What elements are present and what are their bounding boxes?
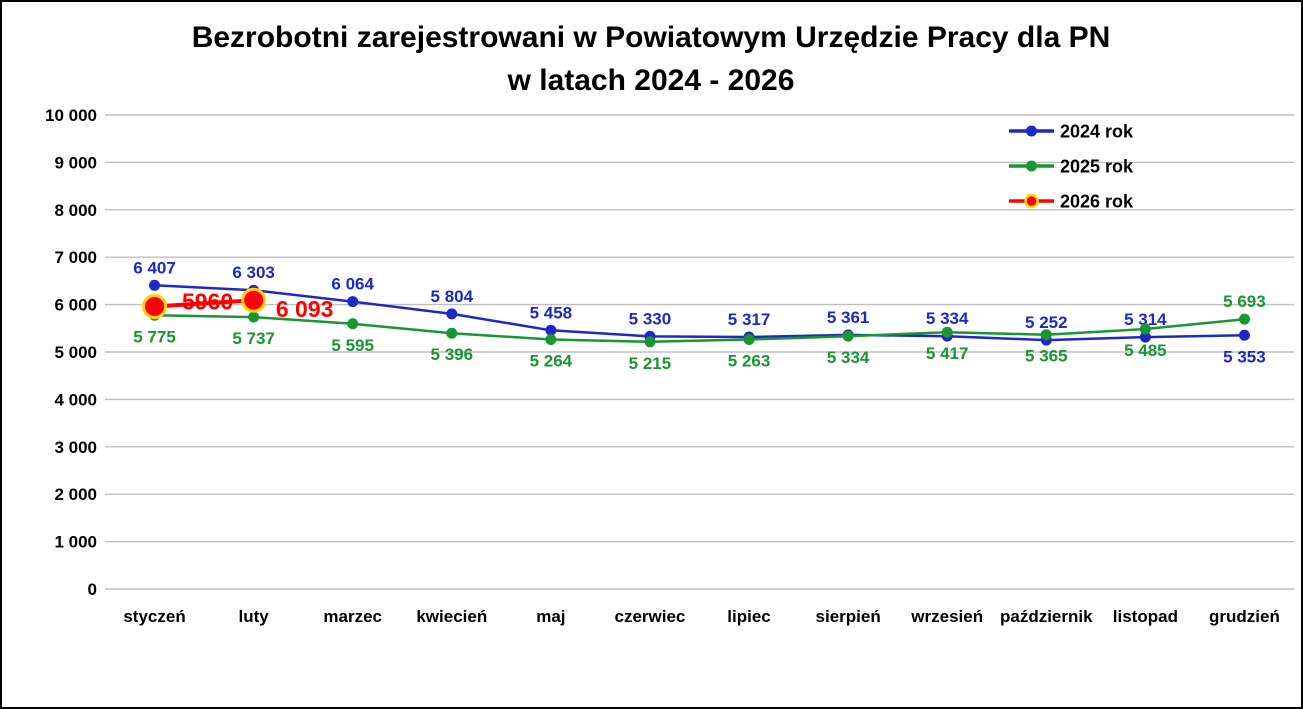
y-tick-label: 3 000 [54, 438, 97, 457]
data-label: 5 252 [1025, 313, 1068, 332]
data-point [446, 308, 458, 320]
x-tick-label: luty [239, 607, 270, 626]
y-tick-label: 4 000 [54, 390, 97, 409]
x-tick-label: sierpień [816, 607, 881, 626]
gridlines [105, 114, 1294, 590]
chart-title-line2: w latach 2024 - 2026 [507, 64, 795, 97]
data-point [446, 327, 458, 339]
y-tick-label: 8 000 [54, 201, 97, 220]
data-point [1139, 323, 1151, 335]
data-point [248, 311, 260, 323]
y-tick-label: 10 000 [45, 106, 97, 125]
y-tick-label: 2 000 [54, 485, 97, 504]
data-point [1139, 331, 1151, 343]
series-2025-rok: 5 775 5 737 5 595 5 396 5 264 5 215 5 263 5 334… [133, 292, 1265, 373]
data-point [347, 318, 359, 330]
x-tick-label: grudzień [1209, 607, 1280, 626]
legend-label: 2024 rok [1060, 122, 1134, 142]
series-layer: 6 407 6 303 6 064 5 804 5 458 5 330 5 317 5 361… [133, 258, 1265, 373]
y-tick-label: 0 [88, 580, 97, 599]
data-label: 5 264 [530, 351, 573, 370]
y-tick-label: 6 000 [54, 296, 97, 315]
series-2024-rok: 6 407 6 303 6 064 5 804 5 458 5 330 5 317 5 361… [133, 258, 1265, 366]
data-label: 5960 [182, 288, 233, 314]
data-label: 5 215 [629, 354, 672, 373]
x-tick-label: czerwiec [615, 607, 686, 626]
data-label: 5 361 [827, 308, 870, 327]
data-label: 5 365 [1025, 347, 1068, 366]
data-point [1238, 313, 1250, 325]
series-2026-rok: 5960 6 093 [142, 287, 334, 322]
data-label: 5 485 [1124, 341, 1167, 360]
legend-marker [1026, 160, 1037, 172]
data-label: 5 804 [431, 287, 474, 306]
legend-marker [1024, 193, 1039, 209]
data-label: 5 737 [232, 329, 275, 348]
data-point [644, 336, 656, 348]
x-tick-label: październik [1000, 607, 1093, 626]
data-label: 6 407 [133, 258, 176, 277]
data-label: 5 353 [1223, 347, 1266, 366]
y-tick-label: 7 000 [54, 248, 97, 267]
data-point [241, 287, 267, 313]
legend: 2024 rok 2025 rok 2026 rok [1009, 122, 1134, 212]
data-label: 5 595 [331, 336, 374, 355]
data-point [1238, 329, 1250, 341]
data-label: 5 458 [530, 303, 573, 322]
x-tick-label: marzec [323, 607, 382, 626]
x-tick-label: styczeń [123, 607, 185, 626]
y-tick-label: 9 000 [54, 153, 97, 172]
x-axis-labels: styczeń luty marzec kwiecień maj czerwiec lipi… [123, 607, 1280, 626]
data-point [545, 333, 557, 345]
y-tick-label: 5 000 [54, 343, 97, 362]
x-tick-label: wrzesień [910, 607, 983, 626]
legend-item: 2025 rok [1009, 157, 1134, 177]
data-point [149, 279, 161, 291]
y-tick-label: 1 000 [54, 533, 97, 552]
y-axis-labels: 0 1 000 2 000 3 000 4 000 5 000 6 000 7 000 8 00… [45, 106, 97, 599]
x-tick-label: listopad [1113, 607, 1178, 626]
data-label: 5 317 [728, 310, 771, 329]
data-point [941, 326, 953, 338]
data-label: 5 334 [827, 348, 870, 367]
data-label: 5 693 [1223, 292, 1266, 311]
data-point [1040, 329, 1052, 341]
series-line [153, 314, 1246, 344]
data-point [142, 293, 168, 319]
x-tick-label: maj [536, 607, 565, 626]
data-point [842, 330, 854, 342]
x-tick-label: kwiecień [416, 607, 487, 626]
legend-marker [1026, 125, 1037, 137]
x-tick-label: lipiec [727, 607, 770, 626]
data-label: 5 330 [629, 309, 672, 328]
data-label: 6 064 [331, 275, 374, 294]
legend-item: 2026 rok [1009, 192, 1134, 212]
data-label: 5 775 [133, 327, 176, 346]
data-point [347, 296, 359, 308]
series-line [152, 298, 256, 309]
data-label: 5 396 [431, 345, 474, 364]
data-label: 5 314 [1124, 310, 1167, 329]
data-label: 5 334 [926, 309, 969, 328]
data-label: 5 263 [728, 352, 771, 371]
chart-title-line1: Bezrobotni zarejestrowani w Powiatowym U… [192, 21, 1111, 54]
legend-item: 2024 rok [1009, 122, 1134, 142]
data-label: 6 303 [232, 263, 275, 282]
data-label: 6 093 [276, 296, 334, 322]
data-label: 5 417 [926, 344, 969, 363]
data-point [743, 334, 755, 346]
legend-label: 2026 rok [1060, 192, 1134, 212]
series-line [153, 284, 1246, 342]
data-point [545, 324, 557, 336]
legend-label: 2025 rok [1060, 157, 1134, 177]
